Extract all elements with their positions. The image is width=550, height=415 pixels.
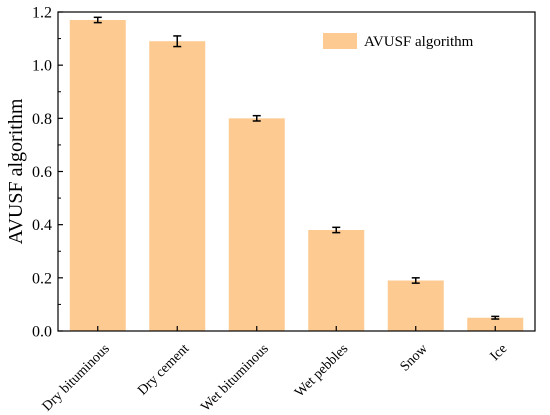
y-tick-label: 1.0 xyxy=(32,58,52,75)
error-bar-1 xyxy=(173,35,182,48)
bar-0 xyxy=(69,19,126,331)
error-bars-layer xyxy=(93,16,500,320)
bar-1 xyxy=(149,41,206,332)
y-tick-label: 1.2 xyxy=(32,5,52,22)
legend-swatch xyxy=(323,33,357,49)
bar-5 xyxy=(467,317,524,331)
legend-label: AVUSF algorithm xyxy=(364,34,474,50)
bar-3 xyxy=(308,229,365,331)
bars-layer xyxy=(69,19,524,332)
error-bar-5 xyxy=(491,315,500,320)
legend: AVUSF algorithm xyxy=(323,33,474,50)
y-tick-label: 0.4 xyxy=(32,217,52,234)
bar-2 xyxy=(228,118,285,331)
y-axis-ticks: 0.0 0.2 0.4 0.6 0.8 1.0 1.2 xyxy=(32,5,63,341)
y-tick-label: 0.8 xyxy=(32,111,52,128)
error-bar-2 xyxy=(252,114,261,122)
error-bar-0 xyxy=(93,16,102,24)
error-bar-3 xyxy=(332,226,341,234)
bar-4 xyxy=(387,280,444,331)
y-tick-label: 0.0 xyxy=(32,324,52,341)
error-bar-4 xyxy=(411,277,420,284)
y-tick-label: 0.6 xyxy=(32,164,52,181)
y-axis-title: AVUSF algorithm xyxy=(5,98,27,244)
y-tick-label: 0.2 xyxy=(32,270,52,287)
